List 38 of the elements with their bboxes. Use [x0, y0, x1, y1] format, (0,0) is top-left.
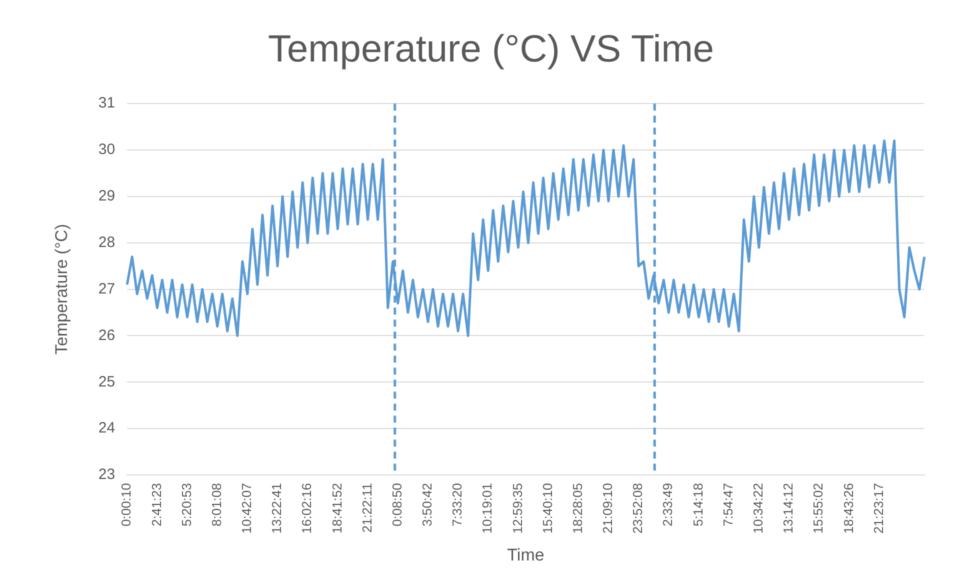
y-tick-label: 26 [98, 326, 116, 344]
x-tick-label: 7:54:47 [720, 482, 736, 526]
x-tick-label: 18:43:26 [840, 482, 856, 534]
x-tick-label: 13:22:41 [269, 482, 284, 534]
x-tick-label: 16:02:16 [299, 482, 314, 534]
x-tick-label: 12:59:35 [510, 482, 525, 534]
x-tick-label: 18:28:05 [570, 482, 585, 534]
x-tick-label: 21:22:11 [359, 482, 374, 533]
x-tick-label: 0:08:50 [389, 482, 404, 526]
x-tick-label: 10:34:22 [750, 482, 766, 534]
x-axis-title: Time [507, 545, 544, 564]
y-tick-label: 27 [98, 280, 116, 298]
y-tick-label: 28 [98, 234, 116, 252]
y-tick-label: 24 [98, 420, 116, 437]
y-tick-label: 30 [98, 141, 116, 158]
x-tick-label: 10:42:07 [239, 482, 254, 534]
x-tick-label: 5:20:53 [178, 482, 194, 526]
x-tick-label: 15:40:10 [540, 482, 555, 534]
x-tick-label: 2:33:49 [660, 482, 676, 526]
x-tick-label: 15:55:02 [810, 482, 826, 534]
x-tick-label: 13:14:12 [780, 482, 796, 534]
y-tick-label: 29 [98, 188, 116, 205]
x-tick-label: 0:00:10 [118, 482, 134, 526]
x-tick-label: 5:14:18 [690, 482, 706, 526]
y-axis-title: Temperature (°C) [52, 224, 71, 355]
y-tick-label: 31 [98, 94, 116, 112]
x-tick-label: 21:23:17 [870, 482, 886, 534]
x-tick-label: 23:52:08 [630, 482, 646, 534]
x-tick-label: 18:41:52 [329, 482, 344, 534]
x-tick-label: 8:01:08 [208, 482, 224, 526]
y-tick-label: 23 [98, 466, 116, 484]
x-tick-label: 10:19:01 [480, 482, 495, 534]
x-tick-label: 3:50:42 [420, 482, 435, 526]
x-tick-label: 2:41:23 [148, 482, 164, 526]
chart-title: Temperature (°C) VS Time [268, 28, 714, 70]
x-tick-label: 7:33:20 [450, 482, 465, 526]
x-tick-label: 21:09:10 [600, 482, 616, 534]
y-tick-label: 25 [98, 373, 116, 390]
